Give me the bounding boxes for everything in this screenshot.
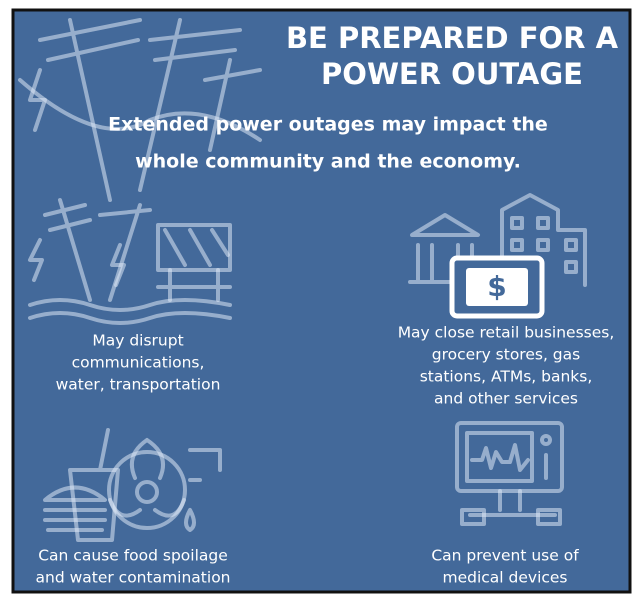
caption-line: and water contamination: [36, 569, 231, 587]
caption-line: Can prevent use of: [431, 547, 579, 565]
caption-line: stations, ATMs, banks,: [420, 368, 593, 386]
title-line: POWER OUTAGE: [321, 57, 583, 91]
caption-line: water, transportation: [56, 376, 221, 394]
caption-line: May close retail businesses,: [398, 324, 615, 342]
title-line: BE PREPARED FOR A: [286, 21, 619, 55]
caption-line: communications,: [72, 354, 205, 372]
subtitle-line: whole community and the economy.: [135, 151, 521, 173]
caption-line: Can cause food spoilage: [38, 547, 228, 565]
caption-line: medical devices: [442, 569, 567, 587]
caption-line: May disrupt: [92, 332, 183, 350]
dollar-symbol: $: [487, 270, 506, 303]
infographic: $ BE PREPARED FOR A POWER OUTAGE Extende…: [0, 0, 642, 599]
subtitle-line: Extended power outages may impact the: [108, 114, 548, 136]
caption-line: and other services: [434, 390, 578, 408]
caption-line: grocery stores, gas: [432, 346, 580, 364]
